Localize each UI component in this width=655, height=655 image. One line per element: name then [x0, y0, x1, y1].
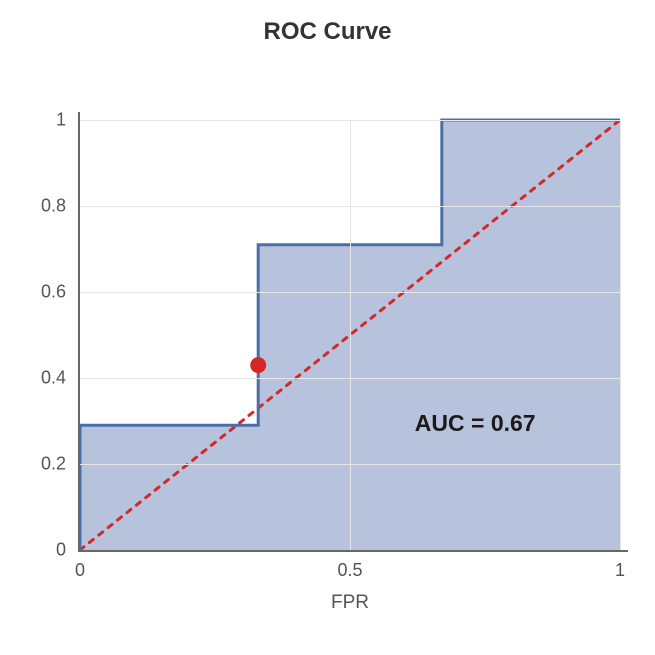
chart-title: ROC Curve [0, 18, 655, 46]
y-tick-label: 0.2 [0, 454, 66, 475]
y-axis-line [78, 112, 80, 550]
y-tick-label: 0 [0, 540, 66, 561]
y-tick-label: 0.4 [0, 368, 66, 389]
y-tick-label: 1 [0, 110, 66, 131]
roc-chart: ROC Curve FPR AUC = 0.67 0 0.2 0.4 0.6 0.8 1 0… [0, 0, 655, 655]
x-tick-label: 1 [615, 560, 625, 581]
y-grid-line [80, 464, 620, 465]
x-grid-line [350, 120, 351, 550]
x-grid-line [620, 120, 621, 550]
x-tick-label: 0 [75, 560, 85, 581]
threshold-marker [250, 357, 266, 373]
y-grid-line [80, 378, 620, 379]
y-grid-line [80, 292, 620, 293]
x-tick-label: 0.5 [337, 560, 362, 581]
y-tick-label: 0.6 [0, 282, 66, 303]
auc-text: AUC = 0.67 [415, 410, 536, 437]
y-grid-line [80, 120, 620, 121]
x-axis-line [78, 550, 628, 552]
y-tick-label: 0.8 [0, 196, 66, 217]
y-grid-line [80, 206, 620, 207]
x-axis-label: FPR [80, 592, 620, 614]
